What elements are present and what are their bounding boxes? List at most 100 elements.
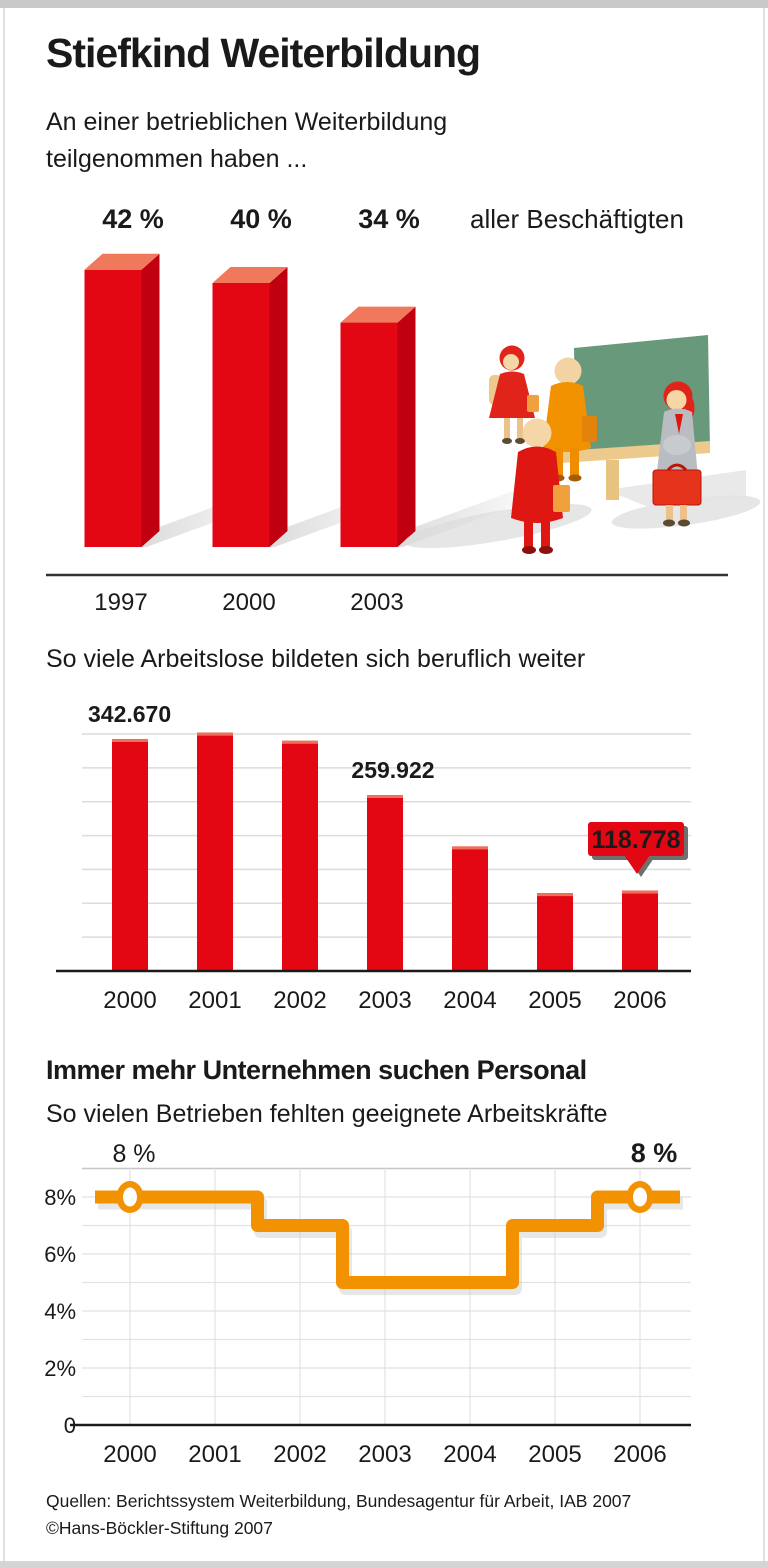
bar-1997 <box>84 253 160 548</box>
bar-2003 <box>367 795 403 971</box>
point-annotation: 8 % <box>631 1138 678 1168</box>
value-label: 40 % <box>230 204 292 234</box>
student-orange-figure <box>543 357 597 482</box>
chart2-labels: 2000 2001 2002 2003 2004 2005 2006 342.670 259.9… <box>88 701 688 1014</box>
bar-2004 <box>452 846 488 971</box>
step-line-group <box>95 1181 683 1295</box>
student-woman-figure <box>489 345 539 444</box>
bar-cap <box>452 846 488 850</box>
year-label: 2006 <box>613 987 666 1014</box>
bar-side-face <box>269 267 288 547</box>
bar-2000 <box>112 738 148 971</box>
sources-line: Quellen: Berichtssystem Weiterbildung, B… <box>46 1491 632 1511</box>
bar-side-face <box>141 253 160 548</box>
year-label: 2005 <box>528 987 581 1014</box>
participation-3d-bar-chart: 42 % 1997 40 % 2000 34 % 2003 aller Beschäftig… <box>46 204 761 616</box>
marker-hole <box>633 1187 647 1207</box>
y-axis-label: 2% <box>44 1356 76 1381</box>
bar-top-face <box>212 267 288 283</box>
bar-2005 <box>537 893 573 971</box>
bar <box>197 732 233 971</box>
callout-box <box>588 822 684 856</box>
bar-cap <box>537 893 573 897</box>
bar-front-face <box>340 322 398 547</box>
right-border-line <box>763 8 765 1561</box>
bar-top-face <box>84 253 160 270</box>
value-label: 34 % <box>358 204 420 234</box>
chart3-labels: 2000 2001 2002 2003 2004 2005 2006 8% 6% 4% 2% 0 8 %… <box>44 1138 677 1468</box>
year-label: 2005 <box>528 1441 581 1468</box>
annotation-label: aller Beschäftigten <box>470 204 684 234</box>
y-axis-label: 4% <box>44 1299 76 1324</box>
year-label: 2000 <box>222 589 275 616</box>
callout-pointer <box>624 855 650 874</box>
gridlines <box>82 1167 691 1425</box>
value-label: 259.922 <box>351 757 434 783</box>
training-clipart <box>404 335 761 554</box>
source-note: Quellen: Berichtssystem Weiterbildung, B… <box>46 1488 631 1542</box>
bar <box>537 893 573 971</box>
year-label: 2000 <box>103 1441 156 1468</box>
bar-top-face <box>340 306 416 323</box>
value-label: 42 % <box>102 204 164 234</box>
left-border-line <box>3 8 5 1561</box>
data-marker-2000 <box>116 1181 144 1213</box>
year-label: 2004 <box>443 987 496 1014</box>
value-callout: 118.778 <box>588 822 688 877</box>
bar-group <box>84 253 416 548</box>
data-marker-2006 <box>626 1181 654 1213</box>
bar-2000 <box>212 267 288 547</box>
year-label: 2006 <box>613 1441 666 1468</box>
top-border-band <box>0 0 768 8</box>
bar-2002 <box>282 740 318 971</box>
bar-front-face <box>84 269 142 547</box>
y-axis-label: 8% <box>44 1185 76 1210</box>
bar-group <box>112 732 658 971</box>
intro-text: An einer betrieblichen Weiterbildung tei… <box>46 108 448 173</box>
skill-shortage-step-line-chart: 2000 2001 2002 2003 2004 2005 2006 8% 6% 4% 2% 0 8 %… <box>44 1138 691 1468</box>
bar <box>367 795 403 971</box>
marker-hole <box>123 1187 137 1207</box>
y-axis-label: 6% <box>44 1242 76 1267</box>
bottom-border-band <box>0 1561 768 1567</box>
copyright-line: ©Hans-Böckler-Stiftung 2007 <box>46 1518 273 1538</box>
chart2-title: So viele Arbeitslose bildeten sich beruf… <box>46 645 586 673</box>
bar-2001 <box>197 732 233 971</box>
year-label: 2002 <box>273 1441 326 1468</box>
chart3-heading: Immer mehr Unternehmen suchen Personal <box>46 1055 587 1085</box>
step-line <box>95 1190 680 1289</box>
year-label: 2002 <box>273 987 326 1014</box>
year-label: 2003 <box>358 1441 411 1468</box>
bar <box>622 890 658 971</box>
year-label: 2000 <box>103 987 156 1014</box>
bar-2006 <box>622 890 658 971</box>
bar-cap <box>622 890 658 894</box>
year-label: 2003 <box>350 589 403 616</box>
bar-cap <box>282 740 318 744</box>
point-annotation: 8 % <box>112 1140 155 1168</box>
bar-front-face <box>212 283 270 547</box>
chart3-subtitle: So vielen Betrieben fehlten geeignete Ar… <box>46 1100 608 1128</box>
bar-cap <box>112 738 148 742</box>
unemployed-training-bar-chart: 2000 2001 2002 2003 2004 2005 2006 342.670 259.9… <box>56 701 691 1014</box>
bar <box>282 740 318 971</box>
y-axis-label: 0 <box>64 1413 76 1438</box>
callout-value: 118.778 <box>592 826 681 854</box>
bar <box>452 846 488 971</box>
year-label: 2003 <box>358 987 411 1014</box>
chart1-labels: 42 % 1997 40 % 2000 34 % 2003 aller Beschäftig… <box>94 204 684 616</box>
year-label: 2001 <box>188 987 241 1014</box>
year-label: 2001 <box>188 1441 241 1468</box>
bar-cap <box>197 732 233 736</box>
teacher-figure <box>652 381 702 527</box>
bar-cap <box>367 795 403 799</box>
year-label: 1997 <box>94 589 147 616</box>
student-red-figure <box>511 418 570 554</box>
value-label: 342.670 <box>88 701 171 727</box>
bar-2003 <box>340 306 416 547</box>
year-label: 2004 <box>443 1441 496 1468</box>
bar <box>112 738 148 971</box>
page-title: Stiefkind Weiterbildung <box>46 30 481 76</box>
bar-side-face <box>397 306 416 547</box>
